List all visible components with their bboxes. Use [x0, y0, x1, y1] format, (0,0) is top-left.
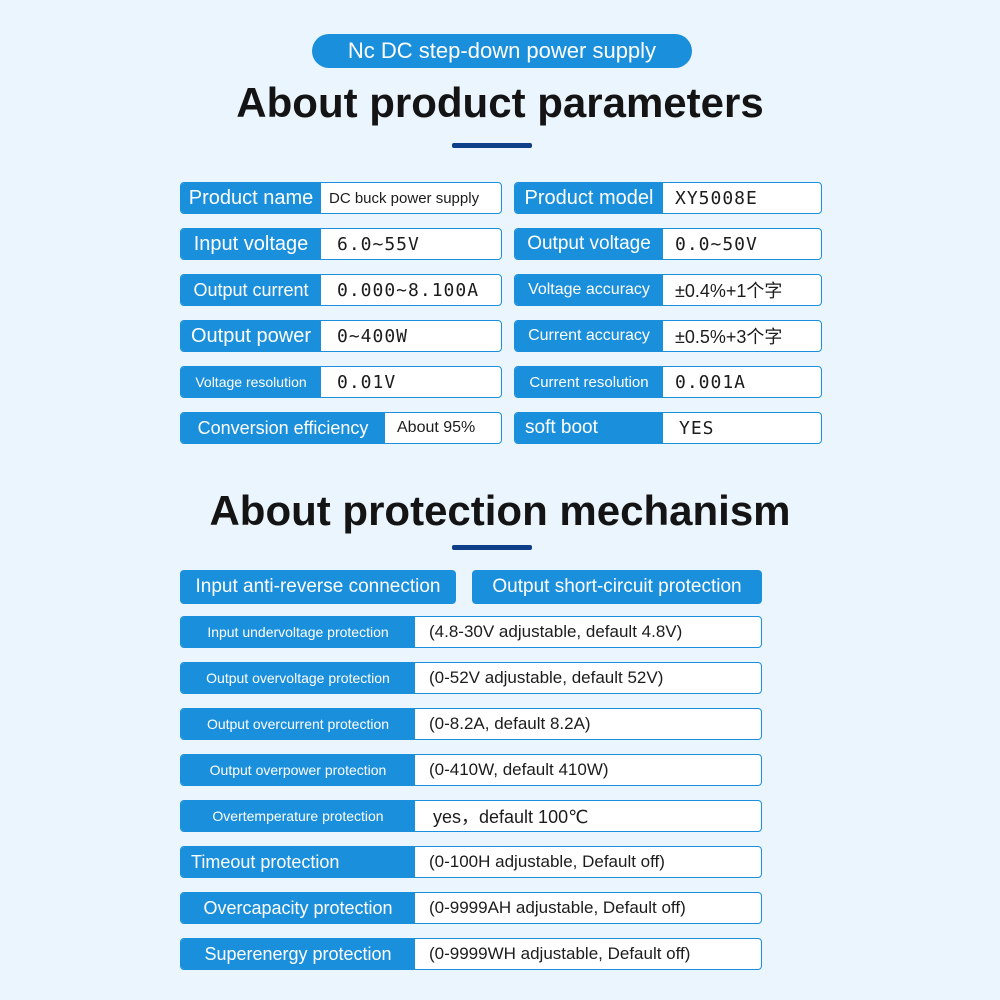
param-label: Current resolution: [515, 367, 663, 397]
param-label: Output power: [181, 321, 321, 351]
param-row-current-resolution: Current resolution 0.001A: [514, 366, 822, 398]
param-label: Product model: [515, 183, 663, 213]
param-row-product-model: Product model XY5008E: [514, 182, 822, 214]
param-label: Input voltage: [181, 229, 321, 259]
param-row-current-accuracy: Current accuracy ±0.5%+3个字: [514, 320, 822, 352]
param-row-voltage-resolution: Voltage resolution 0.01V: [180, 366, 502, 398]
param-row-soft-boot: soft boot YES: [514, 412, 822, 444]
param-row-output-current: Output current 0.000~8.100A: [180, 274, 502, 306]
param-value: YES: [679, 417, 715, 439]
param-value: ±0.4%+1个字: [675, 281, 783, 301]
protection-row-timeout: Timeout protection (0-100H adjustable, D…: [180, 846, 762, 878]
param-row-product-name: Product name DC buck power supply: [180, 182, 502, 214]
param-value: 0~400W: [337, 325, 409, 347]
protection-row-output-overpower: Output overpower protection (0-410W, def…: [180, 754, 762, 786]
param-row-voltage-accuracy: Voltage accuracy ±0.4%+1个字: [514, 274, 822, 306]
param-value: XY5008E: [675, 187, 758, 209]
param-label: Conversion efficiency: [181, 413, 385, 443]
protection-heading: About protection mechanism: [209, 487, 791, 534]
param-value: DC buck power supply: [329, 189, 480, 207]
protection-label: Input undervoltage protection: [181, 617, 415, 647]
protection-value: yes，default 100℃: [433, 807, 589, 827]
protection-row-overcapacity: Overcapacity protection (0-9999AH adjust…: [180, 892, 762, 924]
protection-row-output-overvoltage: Output overvoltage protection (0-52V adj…: [180, 662, 762, 694]
feature-chip-anti-reverse: Input anti-reverse connection: [180, 570, 456, 604]
protection-label: Overtemperature protection: [181, 801, 415, 831]
protection-label: Output overpower protection: [181, 755, 415, 785]
param-value: 0.000~8.100A: [337, 279, 480, 301]
param-value: 0.001A: [675, 371, 747, 393]
param-label: Product name: [181, 183, 321, 213]
protection-row-overtemperature: Overtemperature protection yes，default 1…: [180, 800, 762, 832]
protection-value: (0-8.2A, default 8.2A): [429, 714, 591, 733]
protection-row-input-undervoltage: Input undervoltage protection (4.8-30V a…: [180, 616, 762, 648]
protection-value: (0-100H adjustable, Default off): [429, 852, 665, 871]
param-row-output-voltage: Output voltage 0.0~50V: [514, 228, 822, 260]
protection-label: Output overcurrent protection: [181, 709, 415, 739]
protection-row-output-overcurrent: Output overcurrent protection (0-8.2A, d…: [180, 708, 762, 740]
protection-label: Overcapacity protection: [181, 893, 415, 923]
param-row-conversion-efficiency: Conversion efficiency About 95%: [180, 412, 502, 444]
parameters-heading: About product parameters: [236, 79, 764, 126]
param-label: Output voltage: [515, 229, 663, 259]
param-label: soft boot: [515, 413, 663, 443]
param-row-input-voltage: Input voltage 6.0~55V: [180, 228, 502, 260]
protection-label: Timeout protection: [181, 847, 415, 877]
heading-underline: [452, 545, 532, 550]
param-label: Voltage accuracy: [515, 275, 663, 305]
protection-label: Superenergy protection: [181, 939, 415, 969]
protection-row-superenergy: Superenergy protection (0-9999WH adjusta…: [180, 938, 762, 970]
feature-chip-short-circuit: Output short-circuit protection: [472, 570, 762, 604]
protection-value: (0-410W, default 410W): [429, 760, 609, 779]
product-category-badge: Nc DC step-down power supply: [312, 34, 692, 68]
protection-value: (0-9999AH adjustable, Default off): [429, 898, 686, 917]
param-row-output-power: Output power 0~400W: [180, 320, 502, 352]
param-label: Current accuracy: [515, 321, 663, 351]
param-value: 0.0~50V: [675, 233, 758, 255]
protection-value: (4.8-30V adjustable, default 4.8V): [429, 622, 683, 641]
heading-underline: [452, 143, 532, 148]
param-value: ±0.5%+3个字: [675, 327, 783, 347]
param-value: About 95%: [397, 419, 476, 436]
protection-label: Output overvoltage protection: [181, 663, 415, 693]
param-label: Voltage resolution: [181, 367, 321, 397]
param-value: 6.0~55V: [337, 233, 420, 255]
protection-value: (0-52V adjustable, default 52V): [429, 668, 664, 687]
param-value: 0.01V: [337, 371, 397, 393]
param-label: Output current: [181, 275, 321, 305]
protection-value: (0-9999WH adjustable, Default off): [429, 944, 691, 963]
